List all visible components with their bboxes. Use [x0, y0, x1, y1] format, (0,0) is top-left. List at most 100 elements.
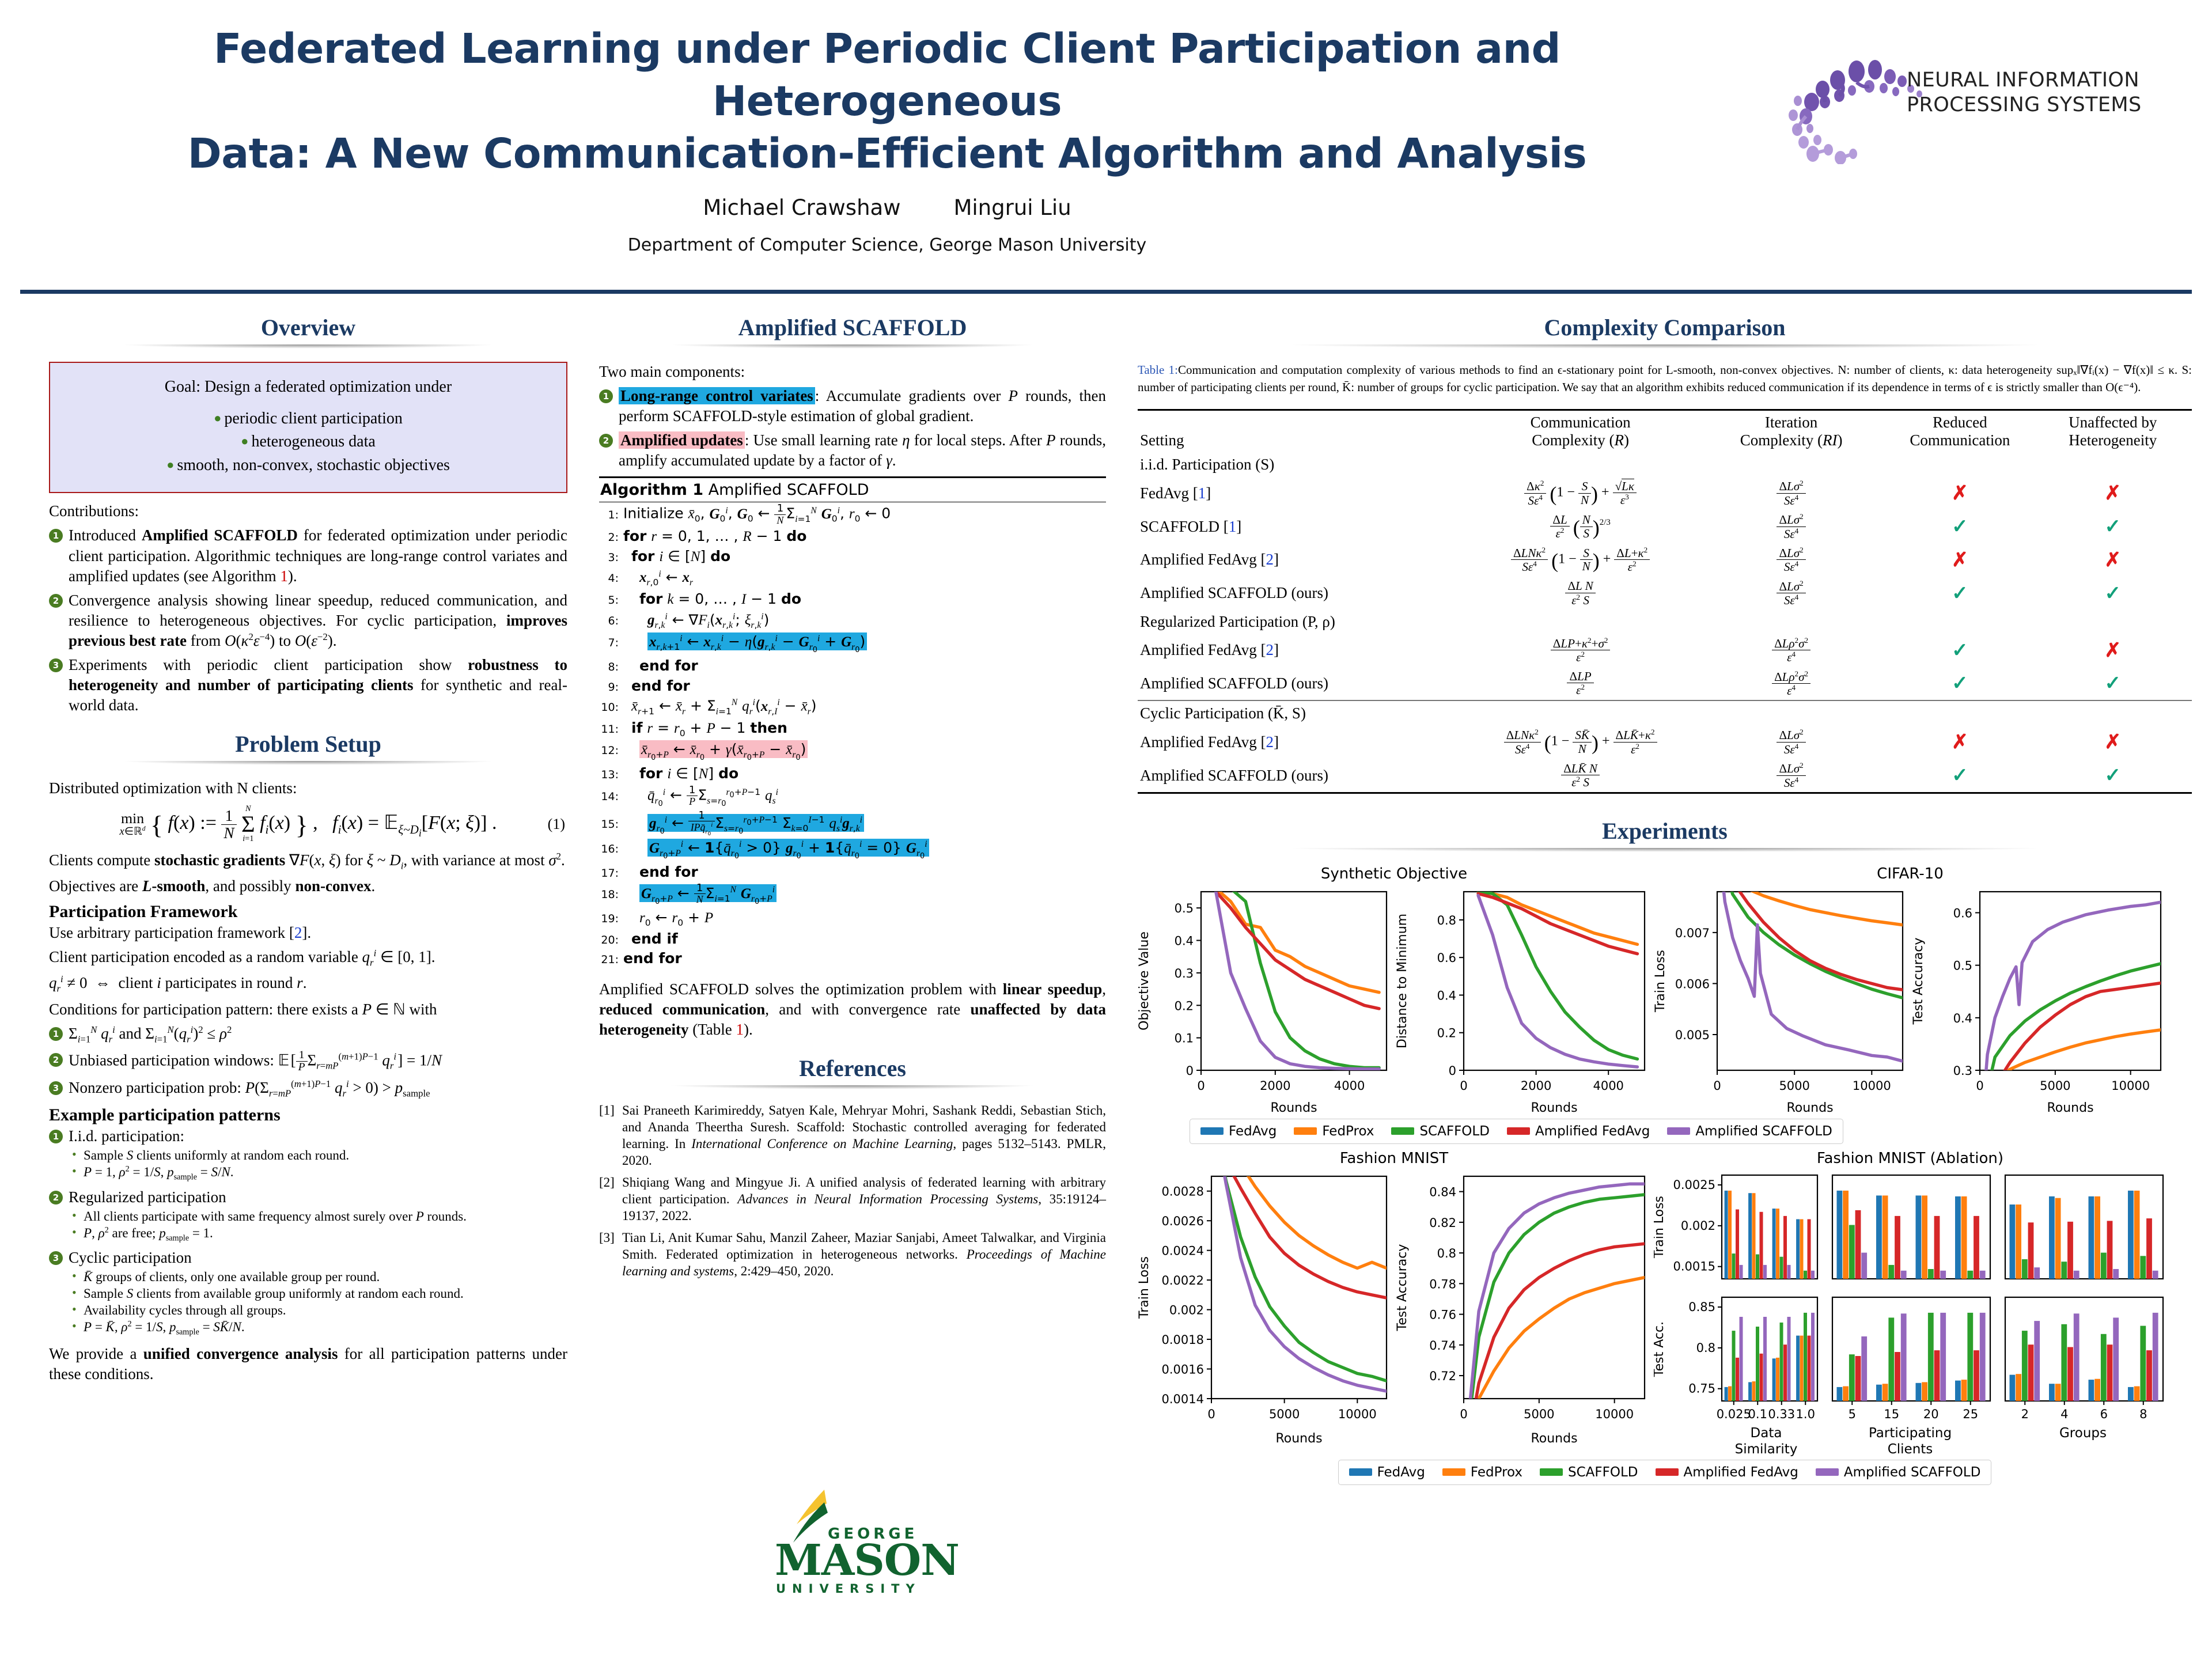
legend-label: Amplified SCAFFOLD	[1843, 1464, 1981, 1480]
pf-line-4: Conditions for participation pattern: th…	[49, 1000, 437, 1018]
legend-item: Amplified FedAvg	[1506, 1124, 1650, 1139]
algorithm-line: 9: end for	[608, 677, 690, 694]
svg-text:0: 0	[1976, 1079, 1983, 1093]
column-results: Complexity Comparison Table 1:Communicat…	[1138, 314, 2192, 1485]
svg-text:0.025: 0.025	[1717, 1407, 1751, 1421]
svg-text:15: 15	[1884, 1407, 1899, 1421]
legend-swatch	[1442, 1468, 1465, 1476]
contribution-item: 2 Convergence analysis showing linear sp…	[49, 590, 567, 651]
component-label-amplified-updates: Amplified updates	[619, 431, 745, 449]
formula-iter: ΔLρ2σ2 ε4	[1696, 634, 1886, 667]
svg-text:25: 25	[1963, 1407, 1978, 1421]
svg-text:4: 4	[2061, 1407, 2068, 1421]
svg-text:0.4: 0.4	[1175, 934, 1194, 948]
reference-text: Shiqiang Wang and Mingyue Ji. A unified …	[622, 1175, 1106, 1206]
contribution-item: 3 Experiments with periodic client parti…	[49, 655, 567, 715]
svg-text:0.1: 0.1	[1748, 1407, 1767, 1421]
reference-item: [2] Shiqiang Wang and Mingyue Ji. A unif…	[599, 1175, 1106, 1225]
formula-comm: ΔLNκ2 Sε4 (1 − S N) + ΔL+κ2 ε2	[1464, 543, 1696, 577]
formula-iter: ΔLσ2 Sε4	[1696, 725, 1886, 759]
column-algorithm: Amplified SCAFFOLD Two main components: …	[599, 314, 1106, 1285]
poster-header: Federated Learning under Periodic Client…	[0, 0, 2212, 294]
svg-text:5000: 5000	[1269, 1407, 1300, 1421]
reference-venue: Proceedings of Machine learning and syst…	[622, 1247, 1106, 1278]
column-overview: Overview Goal: Design a federated optimi…	[49, 314, 567, 1388]
svg-text:0.0028: 0.0028	[1162, 1184, 1204, 1198]
bar-chart	[1831, 1174, 1991, 1279]
pattern-bullet: P, ρ2 are free; psample = 1.	[69, 1224, 567, 1244]
method-amplified-fedavg-iid: Amplified FedAvg [2]	[1140, 551, 1279, 569]
participation-framework-heading: Participation Framework	[49, 902, 238, 922]
method-amplified-scaffold-reg: Amplified SCAFFOLD (ours)	[1140, 674, 1329, 692]
formula-comm: ΔL ε2 (N S)2/3	[1464, 510, 1696, 543]
section-title-references: References	[799, 1055, 906, 1081]
mark-unaffected: ✗	[2104, 639, 2121, 661]
contributions-label: Contributions:	[49, 502, 139, 520]
legend-item: FedAvg	[1349, 1465, 1425, 1480]
goal-bullet-1: ● periodic client participation	[214, 409, 403, 427]
page-title-line2: Data: A New Communication-Efficient Algo…	[187, 129, 1587, 177]
svg-text:0.72: 0.72	[1429, 1369, 1456, 1383]
svg-text:0.2: 0.2	[1437, 1026, 1456, 1040]
svg-text:0.1: 0.1	[1175, 1031, 1194, 1045]
svg-text:0.8: 0.8	[1696, 1340, 1715, 1354]
table-row: Amplified SCAFFOLD (ours) ΔLP ε2 ΔLρ2σ2 ε4…	[1138, 667, 2192, 701]
y-axis-label: Test Accuracy	[1396, 1244, 1410, 1331]
legend-item: FedAvg	[1200, 1124, 1277, 1139]
legend-label: Amplified SCAFFOLD	[1695, 1123, 1832, 1139]
table-midrule	[1138, 700, 2192, 702]
legend-label: FedAvg	[1377, 1464, 1425, 1480]
legend-label: SCAFFOLD	[1568, 1464, 1638, 1480]
table-caption-label: Table 1:	[1138, 363, 1179, 377]
svg-text:1.0: 1.0	[1796, 1407, 1815, 1421]
section-rule	[599, 1085, 1106, 1094]
gmu-mason-text: MASON	[775, 1536, 960, 1585]
pattern-item: 2 Regularized participation All clients …	[49, 1187, 567, 1244]
problem-closing: We provide a unified convergence analysi…	[49, 1344, 567, 1383]
col-setting: Setting	[1138, 408, 1465, 453]
legend-item: SCAFFOLD	[1540, 1465, 1638, 1480]
svg-text:0.4: 0.4	[1437, 988, 1456, 1002]
legend-swatch	[1294, 1127, 1317, 1135]
pattern-bullet: All clients participate with same freque…	[69, 1207, 567, 1225]
section-title-problem-setup: Problem Setup	[235, 731, 381, 757]
method-amplified-fedavg-cyc: Amplified FedAvg [2]	[1140, 733, 1279, 751]
svg-text:0.5: 0.5	[1953, 959, 1972, 972]
algorithm-line: 10: x̄r+1 ← x̄r + Σi=1N qri(xr,Ii − x̄r)	[601, 697, 817, 717]
line-chart: 0 2000 4000 0 0.2 0.4 0.6 0.8 Distance to Minimu…	[1396, 891, 1646, 1115]
pattern-sublist: Sample S clients uniformly at random eac…	[69, 1146, 567, 1183]
legend-item: SCAFFOLD	[1391, 1124, 1490, 1139]
neurips-logo-text: NEURAL INFORMATION PROCESSING SYSTEMS	[1907, 68, 2142, 117]
group-label-iid: i.i.d. Participation (S)	[1140, 456, 1275, 474]
svg-text:5000: 5000	[2040, 1079, 2070, 1093]
chart-group-title: Fashion MNIST	[1339, 1149, 1449, 1167]
section-rule	[49, 761, 567, 771]
formula-iter: ΔLσ2 Sε4	[1696, 759, 1886, 793]
condition-item: 2 Unbiased participation windows: 𝔼 [1 P Σ…	[49, 1049, 567, 1074]
chart-group-title: Synthetic Objective	[1320, 865, 1468, 882]
objectives-text: Objectives are L-smooth, and possibly no…	[49, 877, 376, 895]
svg-text:8: 8	[2139, 1407, 2147, 1421]
contribution-item: 1 Introduced Amplified SCAFFOLD for fede…	[49, 525, 567, 586]
pattern-bullet: Sample S clients uniformly at random eac…	[69, 1146, 567, 1164]
algorithm-label: Algorithm 1	[600, 481, 704, 499]
table-caption: Table 1:Communication and computation co…	[1138, 362, 2192, 396]
svg-text:5000: 5000	[1779, 1079, 1809, 1093]
author-1: Michael Crawshaw	[703, 195, 901, 220]
algorithm-line: 14: q̄r0i ← 1 P Σs=r0r0+P−1 qsi	[601, 784, 778, 808]
chart-group: Fashion MNIST 0 5000 10000 0.0014 0.0016 0.001…	[1138, 1150, 1650, 1446]
svg-text:0.82: 0.82	[1429, 1215, 1456, 1229]
two-components-intro: Two main components:	[599, 363, 745, 380]
chart-group-title: CIFAR-10	[1877, 865, 1944, 882]
svg-text:6: 6	[2100, 1407, 2108, 1421]
bar-chart: 0.0015 0.002 0.0025 Train Loss	[1654, 1174, 1819, 1279]
goal-bullet-2: ● heterogeneous data	[241, 433, 376, 451]
legend-label: Amplified FedAvg	[1683, 1464, 1798, 1480]
legend-label: FedProx	[1470, 1464, 1523, 1480]
ablation-title: Fashion MNIST (Ablation)	[1816, 1149, 2004, 1167]
method-amplified-scaffold-iid: Amplified SCAFFOLD (ours)	[1140, 584, 1329, 602]
svg-text:4000: 4000	[1334, 1079, 1365, 1093]
algorithm-line: 4: xr,0i ← xr	[608, 568, 694, 588]
